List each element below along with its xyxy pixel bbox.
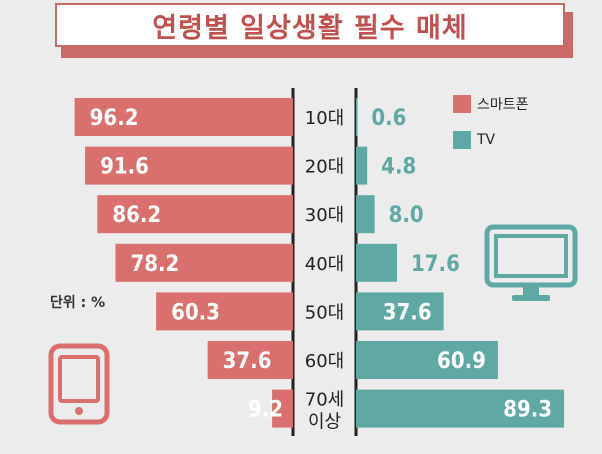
- tv-bar: [356, 146, 368, 185]
- tv-value-label: 17.6: [411, 252, 460, 277]
- legend-swatch-tv: [453, 131, 471, 149]
- smartphone-bar: [85, 146, 294, 185]
- smartphone-bar: [97, 195, 294, 234]
- smartphone-value-label: 9.2: [248, 398, 283, 423]
- tv-icon: [484, 224, 578, 301]
- legend-label-smartphone: 스마트폰: [477, 97, 529, 113]
- category-label: 40대: [305, 254, 344, 275]
- category-label: 20대: [305, 157, 344, 178]
- tv-bar: [356, 195, 375, 234]
- title-banner: 연령별 일상생활 필수 매체: [55, 3, 575, 58]
- tv-bar: [356, 389, 565, 428]
- smartphone-value-label: 78.2: [130, 252, 179, 277]
- tv-bar: [356, 341, 498, 379]
- tv-value-label: 4.8: [381, 155, 416, 180]
- tv-value-label: 60.9: [437, 349, 486, 374]
- smartphone-value-label: 86.2: [112, 203, 161, 228]
- chart-title: 연령별 일상생활 필수 매체: [152, 12, 468, 44]
- tv-value-label: 37.6: [383, 300, 432, 325]
- legend-item-smartphone: 스마트폰: [453, 92, 529, 116]
- category-label: 50대: [305, 302, 344, 323]
- tv-bars: [356, 98, 565, 428]
- unit-label: 단위 : %: [50, 295, 106, 311]
- tv-bar: [356, 243, 398, 282]
- smartphone-bar: [115, 243, 294, 282]
- category-label-line: 70세: [305, 390, 344, 411]
- smartphone-bar: [74, 98, 293, 136]
- smartphone-bars: [74, 98, 294, 428]
- tv-bar: [356, 98, 358, 136]
- smartphone-value-labels: 96.2 91.6 86.2 78.2 60.337.6 9.2: [90, 106, 283, 423]
- tv-value-label: 8.0: [389, 203, 424, 228]
- tv-value-labels: 0.6 4.8 8.0 17.6 37.660.9 89.3: [371, 106, 552, 423]
- smartphone-value-label: 60.3: [171, 300, 220, 325]
- smartphone-value-label: 37.6: [223, 349, 272, 374]
- category-label: 60대: [305, 351, 344, 372]
- smartphone-bar: [156, 292, 293, 331]
- smartphone-bar: [272, 389, 293, 428]
- tv-value-label: 89.3: [503, 398, 552, 423]
- smartphone-value-label: 96.2: [90, 106, 139, 131]
- tv-value-label: 0.6: [371, 106, 406, 131]
- title-box: 연령별 일상생활 필수 매체: [55, 3, 565, 47]
- smartphone-bar: [207, 341, 293, 379]
- smartphone-icon: [48, 343, 110, 425]
- category-label-line: 이상: [308, 412, 341, 433]
- tv-bar: [356, 292, 444, 331]
- legend: 스마트폰 TV: [453, 92, 529, 164]
- category-label: 10대: [305, 108, 344, 129]
- legend-label-tv: TV: [477, 132, 496, 148]
- legend-swatch-smartphone: [453, 95, 471, 113]
- legend-item-tv: TV: [453, 128, 529, 152]
- category-label: 30대: [305, 205, 344, 226]
- smartphone-value-label: 91.6: [100, 155, 149, 180]
